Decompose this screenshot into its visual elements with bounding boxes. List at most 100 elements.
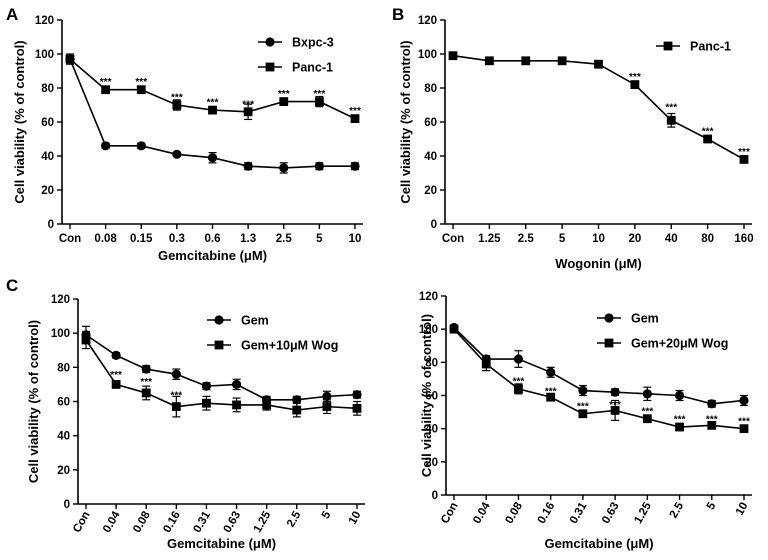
x-tick-label: 0.31 bbox=[568, 500, 590, 526]
x-tick-label: 5 bbox=[705, 500, 719, 512]
data-point bbox=[243, 161, 253, 171]
x-tick-label: 0.6 bbox=[205, 233, 221, 245]
data-point bbox=[136, 141, 146, 151]
y-tick-label: 120 bbox=[418, 15, 437, 27]
data-point bbox=[279, 163, 289, 173]
significance-label: *** bbox=[349, 106, 361, 117]
significance-label: *** bbox=[171, 93, 183, 104]
data-point bbox=[350, 161, 360, 171]
data-point bbox=[243, 107, 253, 117]
data-point bbox=[630, 80, 640, 89]
panel-letter-a: A bbox=[6, 5, 18, 24]
x-tick-label: 2.5 bbox=[276, 233, 293, 245]
significance-label: *** bbox=[242, 99, 254, 110]
data-point bbox=[172, 100, 182, 110]
data-point bbox=[65, 54, 75, 64]
significance-label: *** bbox=[702, 127, 714, 138]
legend-label: Gem+10μM Wog bbox=[241, 339, 338, 353]
x-tick-label: 10 bbox=[349, 233, 362, 245]
data-point bbox=[201, 381, 212, 391]
chart-a: 0 20 40 60 80 100 120 Con 0.08 0.15 0.3 0.6 1.3 2.5 5 1… bbox=[12, 15, 363, 263]
data-point bbox=[101, 85, 111, 95]
x-tick-label: Con bbox=[59, 233, 81, 245]
data-point bbox=[578, 385, 588, 396]
y-tick-label: 80 bbox=[424, 83, 437, 95]
significance-label: *** bbox=[706, 415, 718, 426]
y-tick-label: 100 bbox=[418, 49, 437, 61]
significance-label: *** bbox=[738, 416, 750, 427]
legend-marker bbox=[604, 313, 614, 323]
y-tick-label: 60 bbox=[424, 117, 437, 129]
significance-label: *** bbox=[641, 406, 653, 417]
data-point bbox=[666, 115, 676, 125]
data-point bbox=[703, 134, 713, 144]
legend-label: Panc-1 bbox=[690, 40, 731, 54]
significance-label: *** bbox=[738, 147, 750, 158]
x-tick-label: 80 bbox=[701, 233, 714, 245]
y-tick-label: 20 bbox=[425, 457, 438, 469]
x-tick-label: 0.16 bbox=[161, 510, 183, 535]
data-point bbox=[314, 97, 324, 106]
y-tick-label: 0 bbox=[432, 490, 438, 502]
data-point bbox=[557, 56, 567, 66]
legend-marker bbox=[265, 62, 275, 72]
data-point bbox=[521, 56, 531, 66]
data-point bbox=[171, 369, 181, 379]
data-point bbox=[707, 420, 717, 430]
x-tick-label: 0.31 bbox=[191, 509, 213, 535]
series-line bbox=[85, 339, 358, 411]
data-point bbox=[546, 367, 556, 377]
series-line bbox=[453, 326, 745, 405]
data-point bbox=[350, 114, 360, 123]
significance-label: *** bbox=[100, 77, 112, 88]
data-point bbox=[546, 392, 556, 402]
significance-label: *** bbox=[545, 387, 557, 398]
x-tick-label: 5 bbox=[559, 233, 566, 245]
legend-label: Gem bbox=[631, 312, 659, 326]
x-tick-label: 0.63 bbox=[222, 510, 244, 535]
data-point bbox=[292, 405, 302, 415]
x-tick-label: 1.25 bbox=[478, 233, 501, 245]
significance-label: *** bbox=[674, 415, 686, 426]
significance-label: *** bbox=[110, 370, 122, 381]
data-point bbox=[739, 424, 749, 434]
data-point bbox=[314, 161, 324, 171]
legend-label: Gem+20μM Wog bbox=[631, 337, 728, 351]
data-point bbox=[279, 97, 289, 106]
series-line bbox=[85, 334, 358, 401]
x-tick-label: 1.25 bbox=[632, 500, 654, 526]
significance-label: *** bbox=[577, 401, 589, 412]
y-tick-label: 20 bbox=[57, 465, 70, 477]
significance-label: *** bbox=[629, 72, 641, 83]
legend-entry: Bxpc-3 bbox=[258, 36, 334, 50]
x-tick-label: 20 bbox=[628, 233, 641, 245]
x-tick-label: 0.08 bbox=[94, 233, 117, 245]
series-gem-20-m-wog bbox=[449, 324, 749, 434]
chart-c-left: 0 20 40 60 80 100 120 Con 0.04 0.08 0.16 0.31 0.63 1.… bbox=[26, 294, 365, 551]
data-point bbox=[111, 380, 121, 389]
x-tick-label: 160 bbox=[734, 233, 753, 245]
x-tick-label: 0.08 bbox=[131, 509, 153, 535]
legend-label: Bxpc-3 bbox=[292, 36, 334, 50]
data-point bbox=[674, 390, 685, 401]
data-point bbox=[352, 390, 362, 400]
y-tick-label: 80 bbox=[57, 362, 70, 374]
panel-letter-b: B bbox=[392, 5, 404, 24]
legend-label: Panc-1 bbox=[292, 61, 333, 75]
data-point bbox=[322, 402, 332, 412]
data-point bbox=[141, 364, 151, 374]
data-point bbox=[514, 384, 523, 394]
x-tick-label: 10 bbox=[592, 233, 605, 245]
y-axis-label: Cell viability (% of control) bbox=[12, 40, 27, 203]
legend-marker bbox=[604, 338, 614, 348]
x-tick-label: Con bbox=[442, 233, 464, 245]
x-axis-label: Gemcitabine (μM) bbox=[544, 536, 653, 551]
y-tick-label: 40 bbox=[424, 151, 437, 163]
y-tick-label: 60 bbox=[57, 397, 70, 409]
x-tick-label: 2.5 bbox=[285, 509, 304, 529]
y-tick-label: 40 bbox=[57, 431, 70, 443]
x-tick-label: Con bbox=[439, 501, 461, 526]
legend-marker bbox=[214, 340, 224, 350]
data-point bbox=[202, 398, 211, 408]
